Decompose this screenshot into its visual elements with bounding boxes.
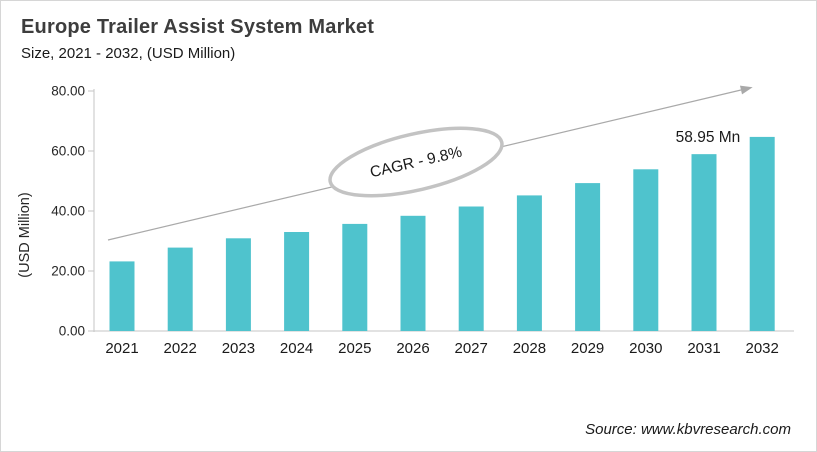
cagr-ellipse	[328, 126, 504, 198]
x-tick-label-2032: 2032	[746, 340, 779, 357]
bar-2030	[633, 169, 659, 331]
x-tick-label-2030: 2030	[629, 340, 662, 357]
bar-2023	[225, 238, 251, 331]
bar-2028	[516, 195, 542, 331]
chart-title: Europe Trailer Assist System Market	[21, 16, 375, 38]
bar-2024	[284, 232, 310, 331]
x-tick-label-2023: 2023	[222, 340, 255, 357]
x-tick-label-2022: 2022	[164, 340, 197, 357]
x-tick-label-2026: 2026	[396, 340, 429, 357]
y-tick-label: 0.00	[59, 324, 85, 339]
x-tick-label-2031: 2031	[687, 340, 720, 357]
bar-value-label: 58.95 Mn	[676, 129, 741, 146]
bar-2032	[749, 136, 775, 331]
x-tick-label-2025: 2025	[338, 340, 371, 357]
bar-2022	[167, 247, 193, 331]
bar-2029	[575, 183, 601, 331]
y-tick-label: 40.00	[51, 204, 85, 219]
y-tick-label: 20.00	[51, 264, 85, 279]
trend-arrowhead-icon	[739, 85, 753, 95]
chart-subtitle: Size, 2021 - 2032, (USD Million)	[21, 45, 236, 62]
x-tick-label-2027: 2027	[455, 340, 488, 357]
bar-2027	[458, 206, 484, 331]
y-axis-title: (USD Million)	[17, 192, 33, 277]
bar-2025	[342, 223, 368, 331]
y-tick-label: 80.00	[51, 84, 85, 99]
bar-2021	[109, 261, 135, 331]
x-tick-label-2028: 2028	[513, 340, 546, 357]
x-tick-label-2029: 2029	[571, 340, 604, 357]
x-tick-label-2021: 2021	[105, 340, 138, 357]
bar-2026	[400, 215, 426, 331]
y-tick-label: 60.00	[51, 144, 85, 159]
bar-2031	[691, 154, 717, 331]
source-attribution: Source: www.kbvresearch.com	[585, 421, 791, 438]
x-tick-label-2024: 2024	[280, 340, 313, 357]
